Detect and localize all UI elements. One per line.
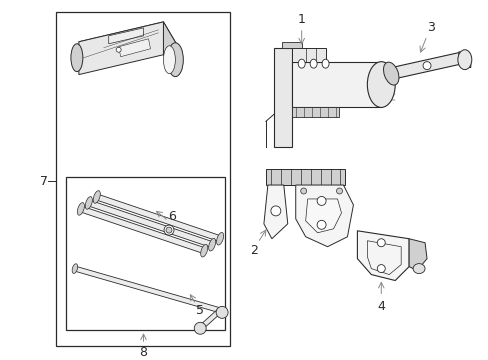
Ellipse shape: [317, 220, 325, 229]
Text: 4: 4: [377, 300, 385, 313]
Ellipse shape: [71, 44, 82, 72]
Ellipse shape: [412, 264, 424, 274]
Ellipse shape: [77, 203, 84, 215]
Ellipse shape: [216, 233, 223, 245]
Ellipse shape: [377, 265, 385, 273]
Ellipse shape: [270, 206, 280, 216]
Polygon shape: [305, 199, 341, 233]
Ellipse shape: [422, 62, 430, 69]
Text: 6: 6: [168, 210, 176, 223]
Text: 1: 1: [297, 13, 305, 26]
Polygon shape: [291, 62, 381, 107]
Ellipse shape: [163, 46, 175, 73]
Ellipse shape: [300, 188, 306, 194]
Polygon shape: [108, 28, 143, 44]
Ellipse shape: [457, 50, 471, 69]
Ellipse shape: [196, 324, 203, 332]
Ellipse shape: [194, 322, 206, 334]
Ellipse shape: [366, 62, 394, 107]
Polygon shape: [198, 309, 222, 330]
Ellipse shape: [93, 191, 100, 203]
Ellipse shape: [377, 239, 385, 247]
Polygon shape: [357, 231, 408, 280]
Polygon shape: [74, 266, 221, 313]
Polygon shape: [295, 185, 353, 247]
Ellipse shape: [72, 264, 78, 273]
Ellipse shape: [309, 59, 317, 68]
Ellipse shape: [383, 62, 398, 85]
Polygon shape: [265, 169, 345, 185]
Polygon shape: [458, 52, 470, 68]
Bar: [56, 12, 230, 346]
Ellipse shape: [336, 188, 342, 194]
Polygon shape: [408, 239, 426, 271]
Ellipse shape: [322, 59, 328, 68]
Ellipse shape: [165, 227, 172, 233]
Ellipse shape: [317, 197, 325, 206]
Ellipse shape: [298, 59, 305, 68]
Polygon shape: [79, 22, 176, 64]
Text: 3: 3: [426, 21, 434, 34]
Ellipse shape: [85, 197, 92, 209]
Ellipse shape: [200, 244, 207, 257]
Polygon shape: [390, 52, 462, 80]
Polygon shape: [88, 200, 213, 248]
Polygon shape: [366, 241, 400, 275]
Ellipse shape: [216, 306, 227, 318]
Text: 7: 7: [40, 175, 48, 188]
Ellipse shape: [163, 225, 174, 235]
Polygon shape: [80, 206, 205, 253]
Text: 5: 5: [196, 304, 204, 317]
Ellipse shape: [116, 47, 121, 52]
Polygon shape: [273, 48, 291, 147]
Polygon shape: [96, 194, 221, 242]
Ellipse shape: [208, 238, 215, 251]
Polygon shape: [281, 42, 301, 48]
Polygon shape: [264, 185, 287, 239]
Polygon shape: [163, 22, 176, 77]
Bar: [66, 177, 224, 330]
Text: 2: 2: [249, 244, 257, 257]
Polygon shape: [119, 39, 150, 57]
Polygon shape: [79, 22, 163, 75]
Polygon shape: [291, 48, 325, 62]
Polygon shape: [291, 107, 338, 117]
Text: 8: 8: [139, 346, 147, 359]
Ellipse shape: [167, 43, 183, 77]
